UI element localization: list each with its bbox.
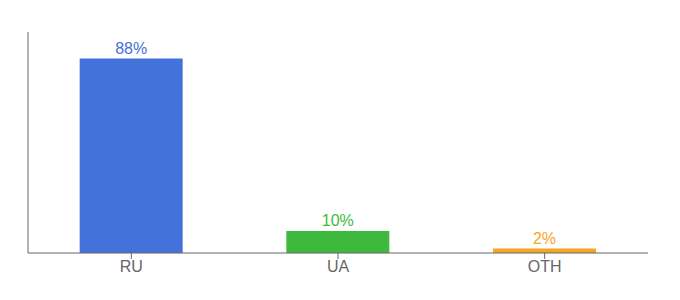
svg-text:10%: 10% [322, 212, 354, 229]
svg-text:UA: UA [327, 258, 350, 275]
svg-text:2%: 2% [533, 230, 556, 247]
svg-text:OTH: OTH [528, 258, 562, 275]
svg-text:88%: 88% [115, 40, 147, 57]
svg-text:RU: RU [120, 258, 143, 275]
